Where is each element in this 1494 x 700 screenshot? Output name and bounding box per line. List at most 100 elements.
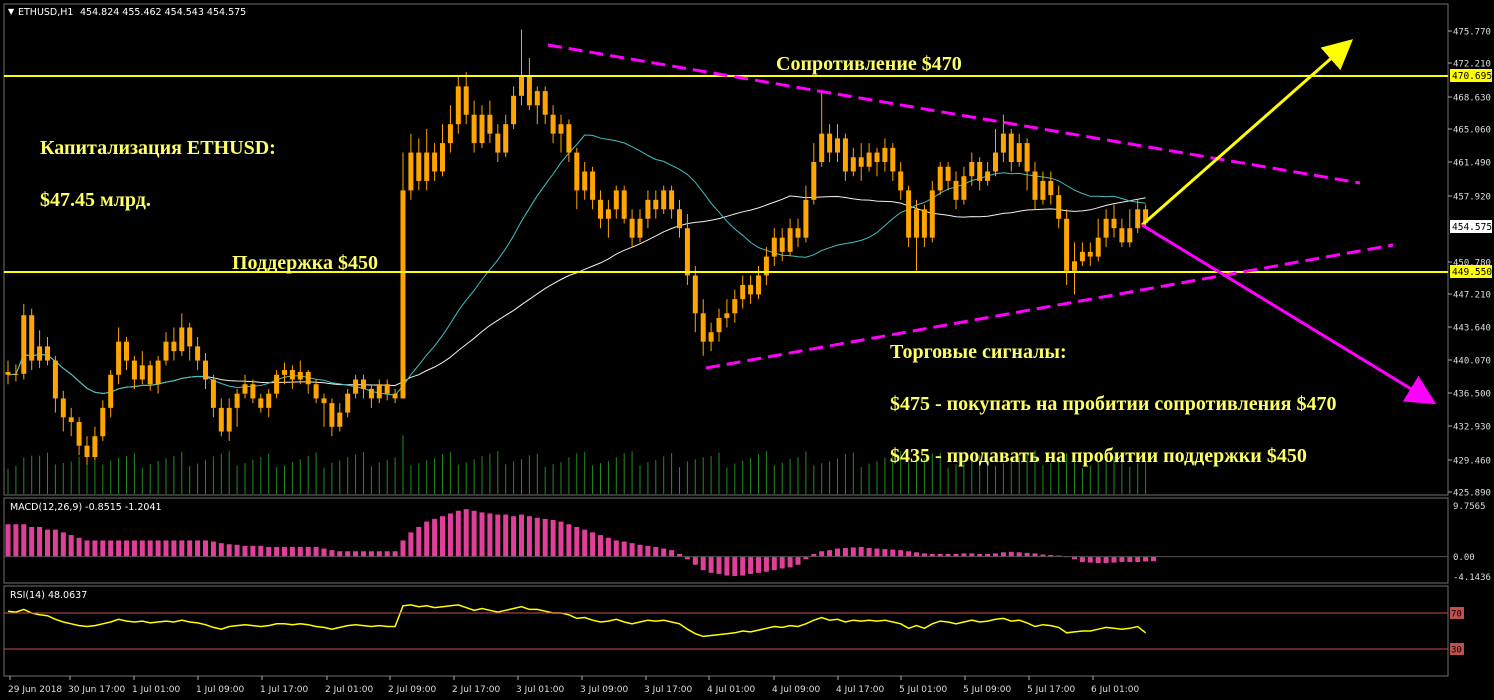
- macd-bar: [961, 553, 967, 557]
- candle-body: [921, 209, 927, 238]
- triangle-upper-trendline[interactable]: [547, 43, 1361, 185]
- macd-bar: [748, 556, 754, 574]
- macd-bar: [345, 551, 351, 557]
- candle-body: [590, 171, 596, 200]
- volume-bars: [7, 435, 1147, 494]
- candle-body: [100, 407, 106, 437]
- candle-body: [1000, 133, 1006, 153]
- candle-body: [519, 76, 524, 96]
- macd-bar: [787, 556, 793, 568]
- candle-body: [400, 190, 406, 399]
- macd-bar: [613, 540, 619, 557]
- macd-bar: [392, 551, 398, 557]
- macd-axis-label: -4.1436: [1453, 573, 1491, 583]
- macd-bar: [187, 540, 193, 557]
- macd-bar: [819, 551, 825, 557]
- time-tick-label: 5 Jul 01:00: [899, 685, 948, 695]
- candle-body: [803, 199, 809, 238]
- candle-body: [337, 412, 343, 427]
- macd-bar: [890, 549, 896, 557]
- macd-bar: [795, 556, 801, 565]
- price-tick-label: 429.460: [1453, 457, 1491, 467]
- candle-body: [384, 384, 390, 394]
- candle-body: [203, 360, 208, 380]
- resistance-annotation: Сопротивление $470: [776, 53, 962, 75]
- candle-body: [1103, 218, 1109, 238]
- macd-bar: [305, 546, 311, 557]
- candle-body: [842, 138, 848, 172]
- macd-bar: [139, 540, 145, 557]
- capitalization-title: Капитализация ETHUSD:: [40, 137, 276, 159]
- macd-bar: [1016, 552, 1022, 557]
- candle-body: [945, 166, 951, 181]
- macd-bar: [874, 548, 880, 557]
- candle-body: [447, 124, 453, 144]
- candle-body: [582, 171, 588, 191]
- candle-body: [866, 152, 872, 167]
- candle-body: [463, 86, 469, 115]
- macd-bar: [677, 553, 682, 557]
- candle-body: [408, 152, 414, 191]
- candle-body: [969, 162, 975, 177]
- macd-bar: [447, 513, 453, 557]
- time-tick-label: 1 Jul 01:00: [132, 685, 181, 695]
- candle-body: [297, 371, 303, 380]
- macd-bar: [542, 518, 548, 557]
- macd-bar: [906, 551, 912, 557]
- candle-body: [890, 147, 896, 172]
- macd-bar: [471, 510, 477, 557]
- price-tick-label: 472.210: [1453, 60, 1491, 70]
- macd-label: MACD(12,26,9) -0.8515 -1.2041: [10, 502, 162, 513]
- time-tick-label: 30 Jun 17:00: [68, 685, 125, 695]
- bearish-arrow[interactable]: [1141, 223, 1437, 405]
- candle-body: [361, 379, 366, 389]
- candle-body: [795, 228, 801, 238]
- candle-body: [68, 417, 74, 423]
- macd-bar: [1135, 556, 1141, 563]
- candle-body: [953, 180, 959, 200]
- main-price-panel: [3, 3, 1449, 496]
- candle-body: [503, 124, 509, 153]
- rsi-line: [7, 604, 1147, 638]
- bullish-arrow[interactable]: [1141, 39, 1354, 227]
- candlesticks: [5, 29, 1149, 465]
- macd-bar: [740, 556, 746, 576]
- time-tick-label: 4 Jul 01:00: [707, 685, 756, 695]
- triangle-lower-trendline[interactable]: [705, 243, 1394, 370]
- macd-bar: [1032, 553, 1038, 557]
- macd-bar: [195, 540, 201, 557]
- candle-body: [1127, 228, 1133, 243]
- price-tick-label: 475.770: [1453, 28, 1491, 38]
- candle-body: [692, 275, 698, 314]
- candle-body: [234, 393, 240, 408]
- chevron-down-icon[interactable]: ▼: [8, 7, 15, 16]
- macd-bar: [179, 540, 185, 557]
- candle-body: [116, 341, 122, 375]
- candle-body: [637, 218, 643, 238]
- macd-bar: [250, 545, 256, 557]
- time-tick-label: 1 Jul 17:00: [260, 685, 309, 695]
- candle-body: [771, 237, 777, 257]
- time-tick-label: 2 Jul 01:00: [325, 685, 374, 695]
- macd-bar: [37, 526, 43, 557]
- candle-body: [392, 393, 398, 399]
- price-tick-label: 468.630: [1453, 94, 1491, 104]
- candle-body: [985, 171, 991, 181]
- candle-body: [45, 346, 50, 361]
- time-tick-label: 5 Jul 17:00: [1027, 685, 1076, 695]
- candle-body: [84, 445, 90, 458]
- candle-body: [929, 190, 935, 238]
- macd-bar: [13, 524, 19, 557]
- price-tick-label: 432.930: [1453, 423, 1491, 433]
- candle-body: [598, 199, 603, 219]
- macd-bar: [60, 532, 66, 557]
- macd-bar: [384, 551, 390, 557]
- candle-body: [195, 346, 201, 361]
- macd-bar: [574, 526, 580, 557]
- macd-bar: [645, 545, 651, 557]
- macd-bar: [226, 544, 232, 557]
- candle-body: [1072, 261, 1077, 271]
- candle-body: [1008, 133, 1014, 163]
- candle-body: [1016, 143, 1022, 163]
